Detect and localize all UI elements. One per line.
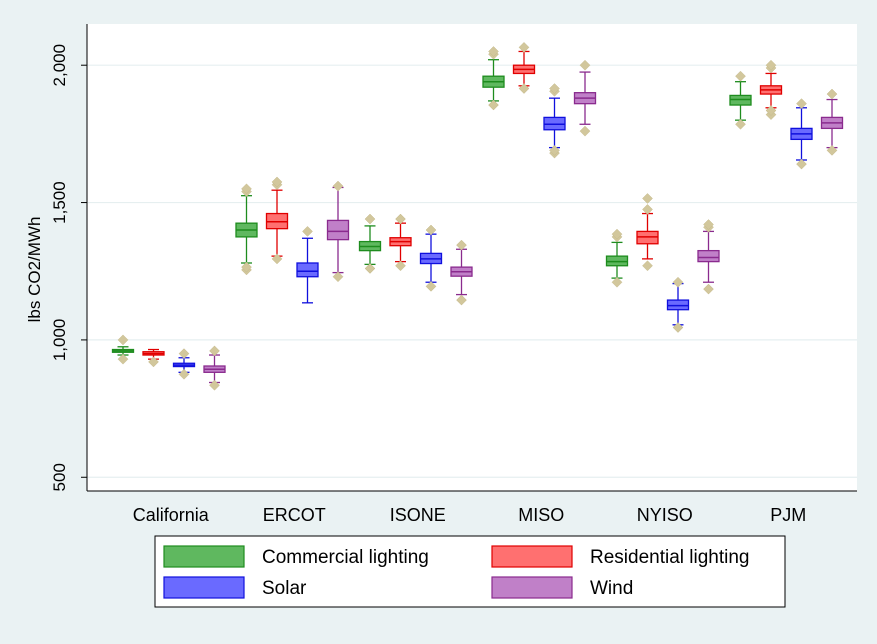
y-tick-label: 500 xyxy=(50,463,69,491)
box-residential-lighting-nyiso xyxy=(636,193,659,272)
box-commercial-lighting-ercot xyxy=(235,183,258,276)
legend-swatch-wind xyxy=(491,576,573,599)
y-tick-label: 1,000 xyxy=(50,319,69,362)
box-solar-california xyxy=(172,348,196,380)
outlier-point xyxy=(271,253,283,265)
box-solar-miso xyxy=(543,83,566,159)
box-solar-isone xyxy=(419,224,443,292)
y-tick-label: 2,000 xyxy=(50,44,69,87)
outlier-point xyxy=(549,83,560,94)
legend-swatch-solar xyxy=(163,576,245,599)
legend-swatch-commercial-lighting xyxy=(163,545,245,568)
outlier-point xyxy=(642,204,653,215)
x-tick-label: ERCOT xyxy=(263,505,326,525)
x-tick-label: MISO xyxy=(518,505,564,525)
outlier-point xyxy=(826,145,838,156)
outlier-point xyxy=(703,283,714,295)
outlier-point xyxy=(579,59,591,71)
outlier-point xyxy=(488,99,499,111)
box-wind-isone xyxy=(450,239,473,306)
box-commercial-lighting-nyiso xyxy=(605,228,629,288)
box-wind-california xyxy=(203,345,226,391)
box-iqr xyxy=(697,249,720,263)
legend-label: Residential lighting xyxy=(590,547,750,568)
outlier-point xyxy=(642,193,653,204)
box-wind-miso xyxy=(573,59,597,137)
outlier-point xyxy=(518,41,530,53)
box-iqr xyxy=(296,262,319,278)
outlier-point xyxy=(549,145,560,156)
box-wind-nyiso xyxy=(697,219,720,295)
outlier-point xyxy=(209,379,220,391)
outlier-point xyxy=(425,224,437,236)
x-tick-label: California xyxy=(133,505,210,525)
outlier-point xyxy=(826,88,838,100)
outlier-point xyxy=(178,348,190,360)
box-solar-pjm xyxy=(790,98,813,170)
outlier-point xyxy=(178,368,190,380)
box-commercial-lighting-isone xyxy=(358,213,382,274)
outlier-point xyxy=(796,98,807,110)
outlier-point xyxy=(611,228,623,240)
plot-area xyxy=(87,24,857,491)
legend-swatch-residential-lighting xyxy=(491,545,573,568)
outlier-point xyxy=(611,276,623,288)
outlier-point xyxy=(425,280,437,292)
box-residential-lighting-pjm xyxy=(759,59,783,121)
outlier-point xyxy=(672,322,684,333)
box-solar-nyiso xyxy=(666,276,690,333)
box-residential-lighting-ercot xyxy=(265,176,289,265)
outlier-point xyxy=(271,176,283,188)
box-commercial-lighting-miso xyxy=(482,46,505,111)
outlier-point xyxy=(332,180,344,192)
outlier-point xyxy=(117,334,129,346)
outlier-point xyxy=(117,353,129,365)
outlier-point xyxy=(209,345,220,357)
outlier-point xyxy=(364,213,376,225)
outlier-point xyxy=(241,261,252,273)
outlier-point xyxy=(735,70,746,82)
outlier-point xyxy=(395,213,406,225)
outlier-point xyxy=(579,125,591,137)
y-axis-label: lbs CO2/MWh xyxy=(25,217,44,323)
box-wind-pjm xyxy=(820,88,844,156)
outlier-point xyxy=(765,59,777,71)
outlier-point xyxy=(395,260,406,272)
outlier-point xyxy=(364,263,376,274)
box-commercial-lighting-pjm xyxy=(729,70,752,130)
outlier-point xyxy=(302,226,313,237)
legend-label: Solar xyxy=(262,578,307,599)
outlier-point xyxy=(518,83,530,94)
y-tick-label: 1,500 xyxy=(50,181,69,224)
outlier-point xyxy=(456,294,467,306)
box-solar-ercot xyxy=(296,226,319,304)
x-tick-label: ISONE xyxy=(390,505,446,525)
box-residential-lighting-california xyxy=(142,348,165,368)
box-iqr xyxy=(326,219,350,241)
outlier-point xyxy=(456,239,467,251)
legend-label: Commercial lighting xyxy=(262,547,429,568)
outlier-point xyxy=(672,276,684,288)
x-tick-label: PJM xyxy=(770,505,806,525)
box-commercial-lighting-california xyxy=(111,334,135,365)
box-residential-lighting-miso xyxy=(512,41,536,94)
x-tick-label: NYISO xyxy=(637,505,693,525)
outlier-point xyxy=(642,260,653,272)
box-wind-ercot xyxy=(326,180,350,283)
outlier-point xyxy=(241,183,252,195)
box-residential-lighting-isone xyxy=(389,213,412,272)
outlier-point xyxy=(796,158,807,170)
outlier-point xyxy=(488,46,499,57)
legend-box xyxy=(154,535,786,608)
legend-label: Wind xyxy=(590,578,633,599)
outlier-point xyxy=(148,356,159,368)
outlier-point xyxy=(703,219,714,230)
outlier-point xyxy=(765,105,777,116)
outlier-point xyxy=(735,118,746,130)
outlier-point xyxy=(332,271,344,283)
